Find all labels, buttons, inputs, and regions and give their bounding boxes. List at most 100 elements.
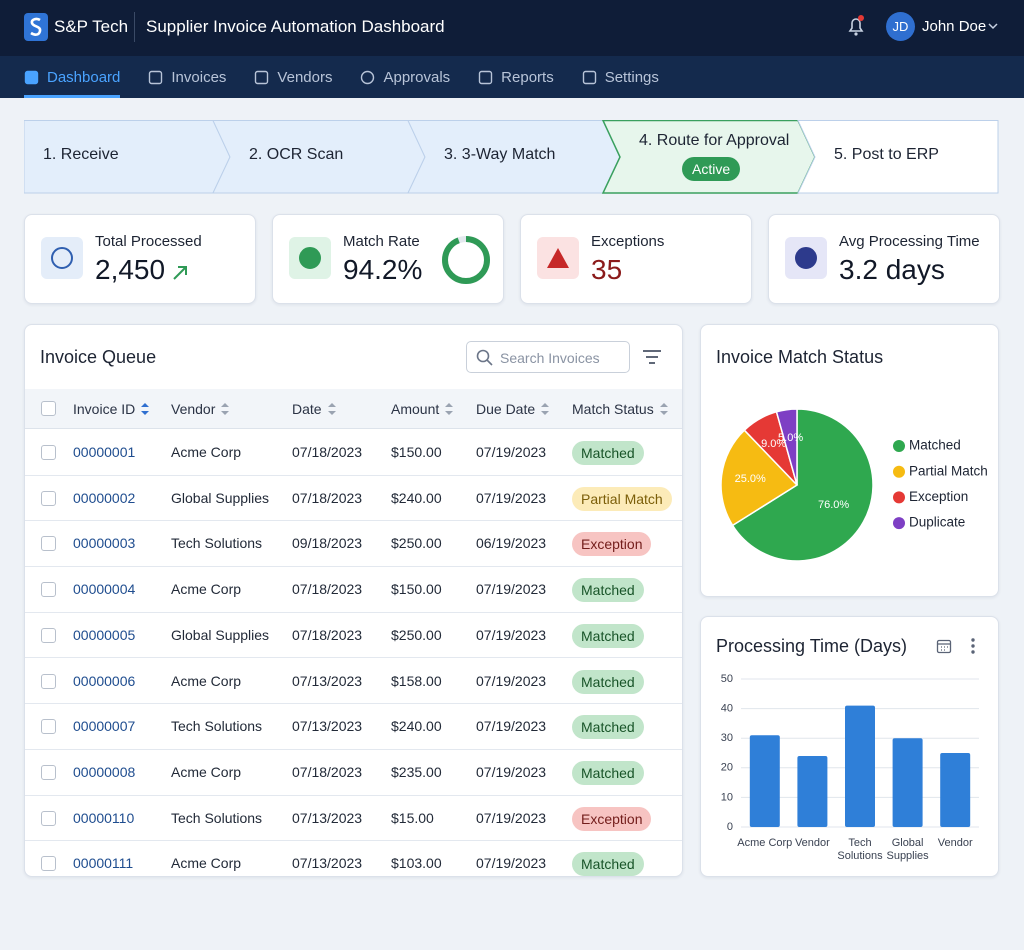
- ring-value: [442, 236, 490, 284]
- sort-arrows: [141, 403, 150, 415]
- filter-icon[interactable]: [642, 349, 662, 365]
- status-badge: Matched: [572, 669, 644, 694]
- table-cell: 07/19/2023: [476, 444, 547, 460]
- notification-bell[interactable]: [846, 14, 866, 38]
- column-header[interactable]: Due Date: [476, 389, 550, 429]
- sort-arrows: [445, 403, 454, 415]
- row-checkbox[interactable]: [41, 536, 56, 552]
- column-label: Match Status: [572, 401, 654, 417]
- invoice-id-link[interactable]: 00000110: [73, 809, 135, 826]
- icon-shape: [361, 70, 375, 84]
- nav-item[interactable]: Dashboard: [24, 56, 121, 98]
- row-checkbox[interactable]: [41, 764, 56, 780]
- search-box[interactable]: Search Invoices: [466, 341, 630, 373]
- slice-label: 76.0%: [818, 499, 849, 511]
- invoice-id-link[interactable]: 00000006: [73, 672, 136, 689]
- table-row[interactable]: 00000005 Global Supplies 07/18/2023 $250.00…: [25, 613, 682, 659]
- table-row[interactable]: 00000001 Acme Corp 07/18/2023 $150.00 07/19/…: [25, 430, 682, 476]
- pie-slice: [731, 408, 874, 562]
- slice-label: 9.0%: [761, 438, 786, 450]
- invoice-id-link[interactable]: 00000111: [73, 855, 134, 872]
- nav-item[interactable]: Vendors: [254, 56, 332, 98]
- table-row[interactable]: 00000110 Tech Solutions 07/13/2023 $15.00 07…: [25, 796, 682, 842]
- status-badge: Matched: [572, 715, 644, 740]
- column-header[interactable]: Amount: [391, 389, 454, 429]
- nav-bar: Dashboard Invoices Vendors Approvals Reports…: [24, 56, 1024, 98]
- column-header[interactable]: Invoice ID: [73, 389, 150, 429]
- table-cell: $150.00: [391, 581, 442, 598]
- x-tick-label: Tech Solutions: [837, 837, 883, 862]
- row-checkbox[interactable]: [41, 719, 56, 735]
- row-checkbox[interactable]: [41, 673, 56, 689]
- table-row[interactable]: 00000002 Global Supplies 07/18/2023 $240.00…: [25, 476, 682, 522]
- table-row[interactable]: 00000006 Acme Corp 07/13/2023 $158.00 07/19/…: [25, 659, 682, 705]
- table-cell: $158.00: [391, 672, 442, 689]
- invoice-id-link[interactable]: 00000003: [73, 535, 136, 552]
- column-header[interactable]: Date: [292, 389, 337, 429]
- slice-label: 5.0%: [778, 432, 803, 444]
- avatar[interactable]: JD: [886, 12, 915, 41]
- table-cell: Global Supplies: [171, 489, 270, 506]
- invoice-id-link[interactable]: 00000001: [73, 444, 136, 460]
- row-checkbox[interactable]: [41, 810, 56, 826]
- glyph-shape: [547, 248, 569, 268]
- invoice-id-link[interactable]: 00000004: [73, 581, 136, 598]
- kpi-label: Total Processed: [95, 233, 202, 250]
- table-row[interactable]: 00000111 Acme Corp 07/13/2023 $103.00 07/19/…: [25, 841, 682, 876]
- row-checkbox[interactable]: [41, 490, 56, 506]
- row-checkbox[interactable]: [41, 627, 56, 643]
- table-cell: 07/18/2023: [292, 626, 363, 643]
- calendar-icon[interactable]: [936, 638, 952, 654]
- table-cell: $250.00: [391, 535, 442, 552]
- match-status-card: Invoice Match Status 76.0% 25.0% 9.0% 5.0% Ma…: [700, 324, 999, 597]
- column-label: Amount: [391, 401, 440, 417]
- column-label: Date: [292, 401, 322, 417]
- column-header[interactable]: Vendor: [171, 389, 230, 429]
- more-menu[interactable]: [969, 637, 977, 655]
- row-checkbox[interactable]: [41, 856, 56, 872]
- kpi-label: Match Rate: [343, 233, 420, 250]
- kpi-value: 35: [591, 254, 623, 285]
- row-checkbox[interactable]: [41, 445, 56, 460]
- table-cell: 07/13/2023: [292, 855, 363, 872]
- table-row[interactable]: 00000004 Acme Corp 07/18/2023 $150.00 07/19/…: [25, 567, 682, 613]
- column-label: Vendor: [171, 401, 216, 417]
- select-all[interactable]: [41, 401, 56, 416]
- nav-item[interactable]: Invoices: [148, 56, 226, 98]
- app-title: Supplier Invoice Automation Dashboard: [146, 17, 445, 36]
- sort-arrows: [541, 403, 550, 415]
- kpi-glyph: [51, 247, 73, 269]
- logo: [24, 13, 48, 41]
- row-checkbox[interactable]: [41, 582, 56, 598]
- invoice-id-link[interactable]: 00000005: [73, 626, 136, 643]
- sort-icon: [659, 403, 668, 415]
- x-tick-label: Vendor: [937, 837, 973, 849]
- search-placeholder: Search Invoices: [500, 350, 600, 366]
- invoice-id-link[interactable]: 00000007: [73, 718, 136, 735]
- table-cell: Acme Corp: [171, 855, 242, 872]
- user-name[interactable]: John Doe: [922, 18, 987, 35]
- nav-icon: [361, 70, 375, 84]
- table-row[interactable]: 00000008 Acme Corp 07/18/2023 $235.00 07/19/…: [25, 750, 682, 796]
- nav-item[interactable]: Approvals: [360, 56, 450, 98]
- table-cell: 07/19/2023: [476, 672, 547, 689]
- user-menu-chevron[interactable]: [988, 22, 998, 30]
- nav-label: Reports: [501, 68, 554, 86]
- sort-arrows: [221, 403, 230, 415]
- x-tick-label: Global Supplies: [886, 837, 929, 862]
- legend-swatch: [893, 465, 905, 478]
- icon-shape: [149, 70, 163, 84]
- table-row[interactable]: 00000007 Tech Solutions 07/13/2023 $240.00 0…: [25, 704, 682, 750]
- nav-item[interactable]: Reports: [478, 56, 554, 98]
- table-cell: 07/19/2023: [476, 718, 547, 735]
- nav-item[interactable]: Settings: [582, 56, 659, 98]
- brand: S&P Tech: [54, 17, 129, 36]
- workflow-step: [797, 120, 999, 194]
- table-cell: Acme Corp: [171, 672, 242, 689]
- invoice-id-link[interactable]: 00000002: [73, 489, 136, 506]
- table-row[interactable]: 00000003 Tech Solutions 09/18/2023 $250.00 0…: [25, 521, 682, 568]
- invoice-id-link[interactable]: 00000008: [73, 763, 136, 780]
- legend-swatch: [893, 440, 905, 452]
- column-header[interactable]: Match Status: [572, 389, 669, 429]
